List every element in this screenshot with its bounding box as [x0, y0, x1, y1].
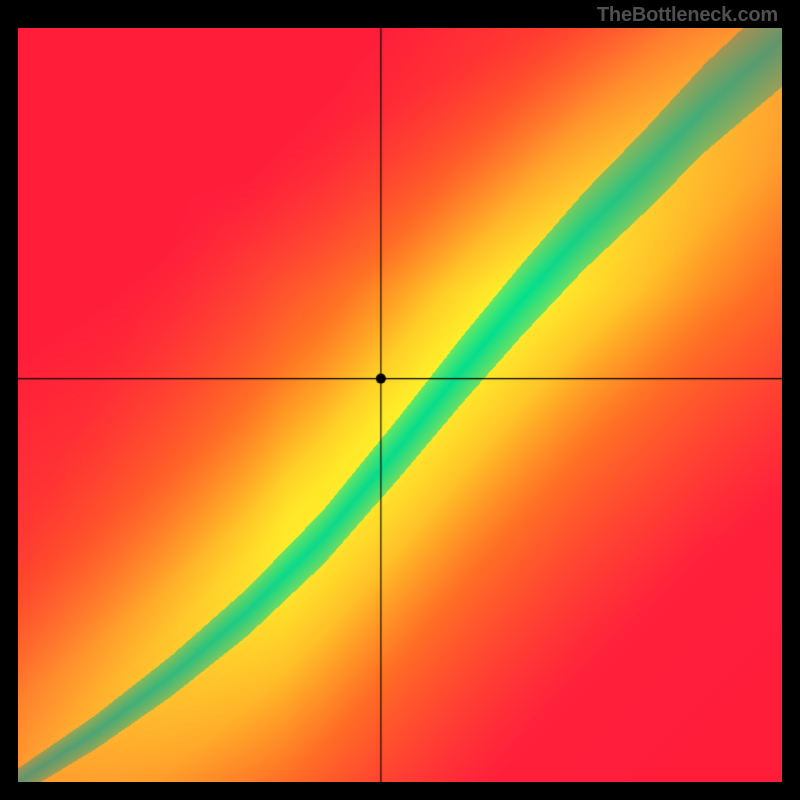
watermark-text: TheBottleneck.com: [597, 4, 778, 27]
chart-container: TheBottleneck.com: [0, 0, 800, 800]
plot-area: [18, 28, 782, 782]
heatmap-canvas: [18, 28, 782, 782]
